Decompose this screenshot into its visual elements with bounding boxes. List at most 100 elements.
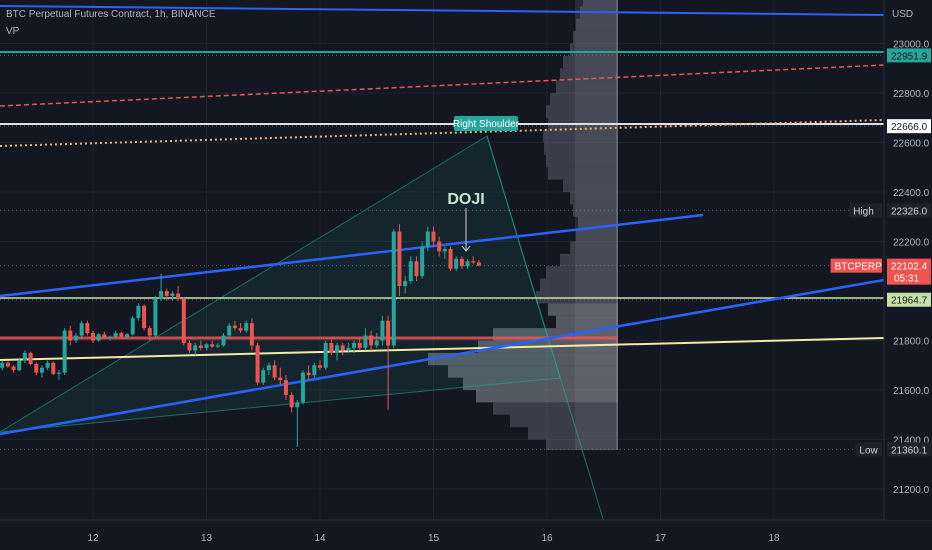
candle-body xyxy=(374,340,379,346)
candle-body xyxy=(193,345,198,351)
vp-bar xyxy=(556,80,618,93)
price-tag-label: BTCPERP xyxy=(835,262,883,273)
candle-body xyxy=(403,281,408,287)
candle-body xyxy=(369,335,374,346)
grid xyxy=(0,0,884,520)
candle-body xyxy=(5,362,10,367)
price-tag-value: 22326.0 xyxy=(891,206,928,217)
candle-body xyxy=(164,291,169,296)
doji-label: DOJI xyxy=(447,191,484,208)
vp-bar xyxy=(546,439,618,450)
candle-body xyxy=(130,318,135,335)
wedge-extension[interactable] xyxy=(486,135,605,523)
right-shoulder-label: Right Shoulder xyxy=(453,119,520,130)
time-tick-label: 13 xyxy=(201,533,213,544)
candle-body xyxy=(266,365,271,371)
time-tick-label: 17 xyxy=(655,533,667,544)
price-tag-label: High xyxy=(853,206,874,217)
candle-body xyxy=(113,333,118,337)
candle-body xyxy=(352,342,357,348)
vp-bar xyxy=(573,31,618,44)
candle-body xyxy=(363,335,368,348)
time-tick-label: 16 xyxy=(541,533,553,544)
candle-body xyxy=(210,344,215,347)
trendline-orange-dotted[interactable] xyxy=(0,119,885,147)
doji-arrow-head xyxy=(461,245,471,252)
candle-body xyxy=(397,231,402,287)
candle-body xyxy=(45,362,50,368)
candle-body xyxy=(465,261,470,267)
candle-body xyxy=(73,335,78,341)
candle-body xyxy=(425,231,430,247)
candle-body xyxy=(346,347,351,351)
vp-bar xyxy=(543,130,618,143)
time-axis-bg xyxy=(0,520,932,550)
price-tag-label-bg xyxy=(830,258,882,273)
candle-body xyxy=(28,352,33,365)
candle-body xyxy=(454,258,459,269)
price-tag-bg xyxy=(887,258,931,285)
candle-body xyxy=(22,352,27,361)
candle-body xyxy=(215,345,220,347)
candle-body xyxy=(62,330,67,373)
candle-body xyxy=(56,372,61,374)
candle-body xyxy=(221,335,226,346)
candle-body xyxy=(170,293,175,296)
candle-body xyxy=(39,367,44,373)
price-tick-label: 21800.0 xyxy=(893,337,930,348)
price-tick-label: 22200.0 xyxy=(893,238,930,249)
candle-body xyxy=(335,345,340,353)
price-tick-label: 21400.0 xyxy=(893,436,930,447)
candle-body xyxy=(431,231,436,242)
price-tag-bg xyxy=(887,292,931,307)
candle-body xyxy=(142,305,147,329)
neckline-yellow[interactable] xyxy=(0,337,885,361)
candle-body xyxy=(442,248,447,252)
price-tag-label-bg xyxy=(855,442,882,457)
channel-upper-blue[interactable] xyxy=(0,213,704,298)
vp-bar xyxy=(428,352,618,366)
candle-body xyxy=(176,293,181,299)
candle-body xyxy=(244,323,249,331)
vp-bar xyxy=(563,55,618,69)
vp-bar xyxy=(546,154,618,168)
candle-body xyxy=(198,345,203,348)
time-tick-label: 12 xyxy=(87,533,99,544)
time-tick-label: 14 xyxy=(314,533,326,544)
channel-lower-blue[interactable] xyxy=(0,278,885,436)
drawings[interactable] xyxy=(0,5,885,523)
vp-bar xyxy=(493,402,618,415)
candle-body xyxy=(51,362,56,374)
candle-body xyxy=(34,364,39,373)
currency-label: USD xyxy=(892,9,913,20)
time-tick-label: 15 xyxy=(428,533,440,544)
price-tick-label: 22600.0 xyxy=(893,139,930,150)
chart-title: BTC Perpetual Futures Contract, 1h, BINA… xyxy=(6,9,216,20)
candle-body xyxy=(227,325,232,336)
vp-bar xyxy=(463,377,618,390)
price-tag-value: 21360.1 xyxy=(891,445,928,456)
candle-body xyxy=(68,330,73,341)
price-tag-value: 22666.0 xyxy=(891,122,928,133)
time-tick-label: 18 xyxy=(768,533,780,544)
vp-bar xyxy=(550,93,618,106)
price-tick-label: 21600.0 xyxy=(893,386,930,397)
candle-body xyxy=(108,336,113,339)
candle-body xyxy=(459,258,464,267)
trendline-top-blue[interactable] xyxy=(0,5,885,16)
candle-body xyxy=(476,262,481,266)
time-axis[interactable]: 12 13 14 15 16 17 18 xyxy=(0,519,932,550)
vp-bar xyxy=(540,278,618,291)
candle-body xyxy=(187,342,192,351)
candle-body xyxy=(323,342,328,368)
candle-body xyxy=(147,328,152,336)
trendline-red-dashed[interactable] xyxy=(0,64,885,107)
price-tag-value: 22951.9 xyxy=(891,51,928,62)
candle-body xyxy=(0,362,5,368)
vp-bar xyxy=(576,229,618,242)
candle-body xyxy=(408,261,413,282)
candle-body xyxy=(153,298,158,336)
candle-body xyxy=(261,370,266,383)
candle-body xyxy=(318,365,322,368)
